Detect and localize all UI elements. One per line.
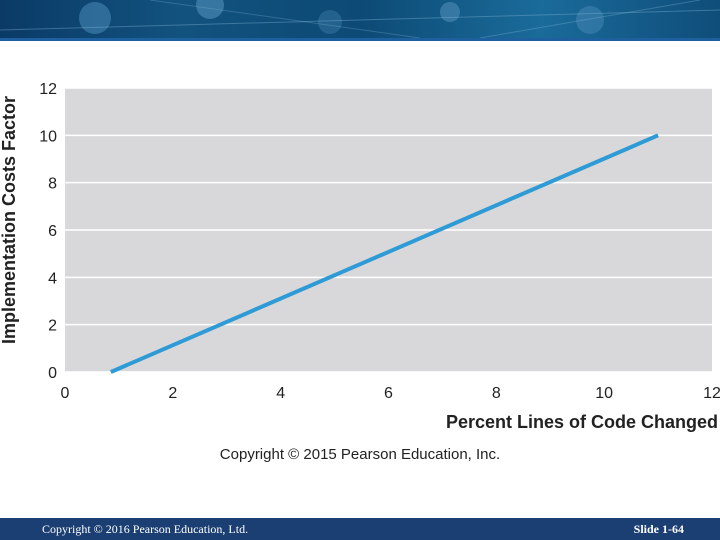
x-axis-title: Percent Lines of Code Changed	[446, 412, 718, 432]
source-copyright: Copyright © 2015 Pearson Education, Inc.	[219, 446, 501, 463]
y-tick-label: 4	[48, 270, 57, 287]
y-tick-label: 12	[39, 81, 57, 98]
x-tick-label: 10	[595, 385, 613, 402]
y-tick-label: 2	[48, 318, 57, 335]
line-chart: 0 2 4 6 8 10 12 0 2 4 6 8 10 12 Percent Lines of Code …	[0, 81, 720, 432]
y-tick-label: 8	[48, 176, 57, 193]
header-banner	[0, 0, 720, 38]
y-tick-label: 6	[48, 223, 57, 240]
y-tick-label: 0	[48, 365, 57, 382]
footer-copyright: Copyright © 2016 Pearson Education, Ltd.	[42, 522, 249, 536]
x-tick-label: 0	[61, 385, 70, 402]
y-tick-label: 10	[39, 128, 57, 145]
slide-footer: Copyright © 2016 Pearson Education, Ltd.…	[0, 518, 720, 540]
x-tick-label: 12	[703, 385, 720, 402]
slide-number: Slide 1-64	[633, 522, 684, 536]
header-rule	[0, 38, 720, 41]
x-tick-label: 2	[168, 385, 177, 402]
x-tick-label: 6	[384, 385, 393, 402]
header-decoration	[0, 0, 720, 38]
x-tick-label: 4	[276, 385, 285, 402]
y-axis-title: Implementation Costs Factor	[0, 96, 19, 344]
x-tick-label: 8	[492, 385, 501, 402]
series-line-0	[110, 133, 659, 374]
